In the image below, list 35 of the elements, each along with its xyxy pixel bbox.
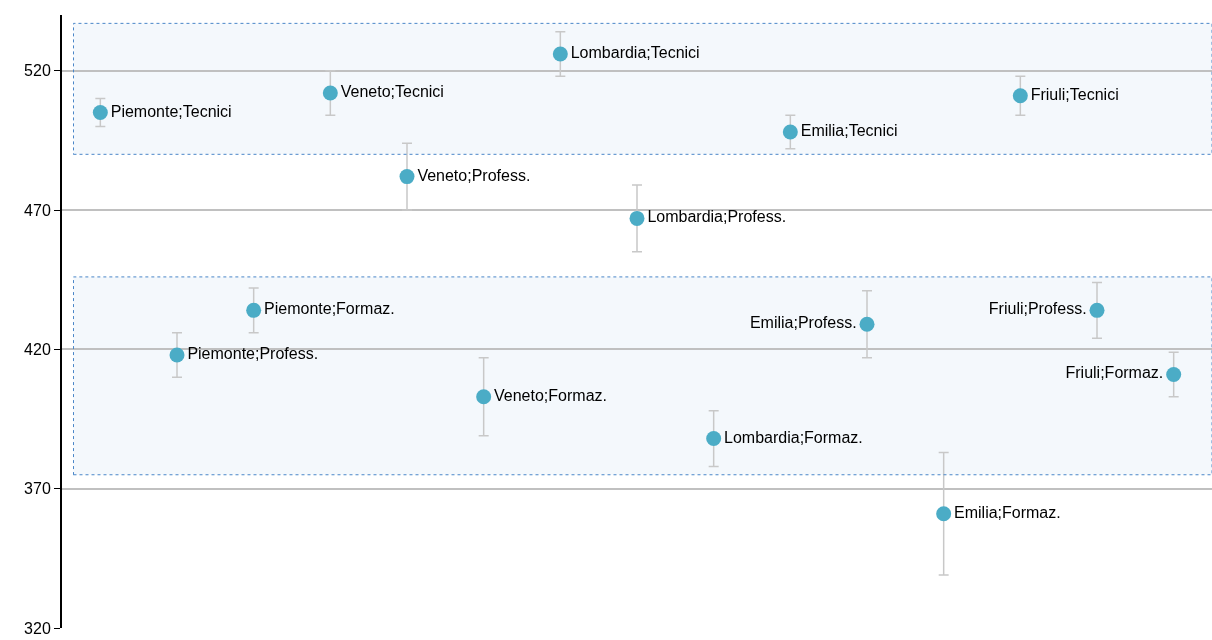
point — [936, 506, 952, 522]
point — [1166, 366, 1182, 382]
point — [1012, 88, 1028, 104]
data-label: Emilia;Profess. — [749, 314, 857, 332]
point — [859, 316, 875, 332]
data-label: Lombardia;Tecnici — [570, 44, 700, 62]
point — [399, 169, 415, 185]
point — [92, 105, 108, 121]
y-tick-label: 520 — [24, 62, 51, 80]
data-label: Piemonte;Formaz. — [264, 300, 395, 318]
data-label: Veneto;Tecnici — [340, 83, 444, 101]
data-label: Lombardia;Formaz. — [724, 428, 863, 446]
data-label: Friuli;Profess. — [988, 300, 1087, 318]
point — [169, 347, 185, 363]
point — [552, 46, 568, 62]
data-label: Friuli;Formaz. — [1065, 364, 1164, 382]
y-tick-label: 470 — [24, 201, 51, 219]
data-label: Emilia;Formaz. — [954, 503, 1061, 521]
point — [322, 85, 338, 101]
point — [782, 124, 798, 140]
data-label: Lombardia;Profess. — [647, 208, 787, 226]
y-tick-label: 420 — [24, 340, 51, 358]
data-label: Piemonte;Tecnici — [110, 102, 232, 120]
data-label: Piemonte;Profess. — [187, 344, 319, 362]
data-label: Friuli;Tecnici — [1030, 85, 1119, 103]
point — [706, 431, 722, 447]
y-tick-label: 320 — [24, 619, 51, 637]
point — [246, 302, 262, 318]
data-label: Veneto;Formaz. — [494, 386, 607, 404]
point — [629, 210, 645, 226]
point — [476, 389, 492, 405]
data-label: Veneto;Profess. — [417, 166, 531, 184]
data-label: Emilia;Tecnici — [800, 122, 898, 140]
point — [1089, 302, 1105, 318]
y-tick-label: 370 — [24, 480, 51, 498]
